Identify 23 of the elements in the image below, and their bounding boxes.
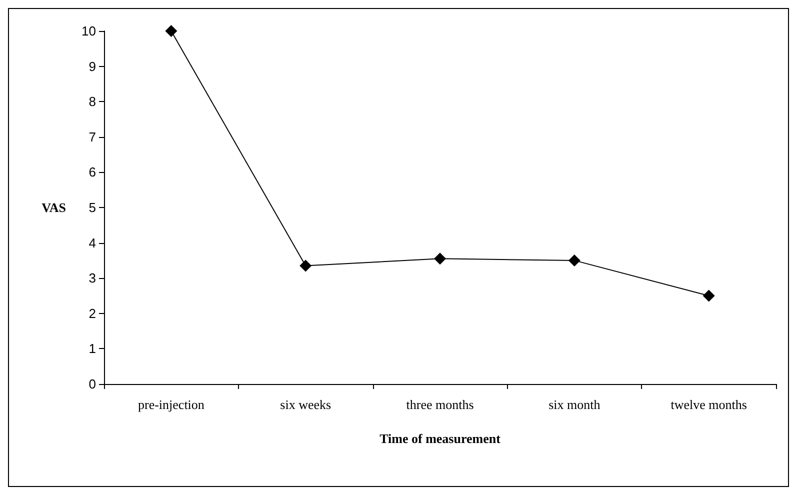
y-axis-title: VAS <box>42 200 66 215</box>
point <box>165 25 178 37</box>
point <box>702 290 715 302</box>
x-axis-title: Time of measurement <box>380 431 502 446</box>
x-tick-label: three months <box>406 397 474 412</box>
x-tick-label: pre-injection <box>138 397 205 412</box>
point <box>568 254 580 266</box>
y-tick-label: 5 <box>88 200 96 215</box>
x-tick-label: twelve months <box>670 397 747 412</box>
x-tick-label: six month <box>548 397 601 412</box>
y-tick-label: 7 <box>88 129 96 144</box>
y-tick-label: 1 <box>88 341 96 356</box>
y-tick-label: 2 <box>88 306 96 321</box>
y-tick-label: 3 <box>88 270 96 286</box>
point <box>300 260 312 272</box>
y-tick-label: 10 <box>82 24 96 38</box>
y-tick-label: 6 <box>88 164 96 180</box>
point <box>434 252 446 265</box>
y-tick-label: 9 <box>88 58 96 74</box>
y-tick-label: 0 <box>88 376 96 392</box>
x-tick-label: six weeks <box>280 397 332 412</box>
y-tick-label: 8 <box>88 94 96 110</box>
y-tick-label: 4 <box>88 235 96 250</box>
